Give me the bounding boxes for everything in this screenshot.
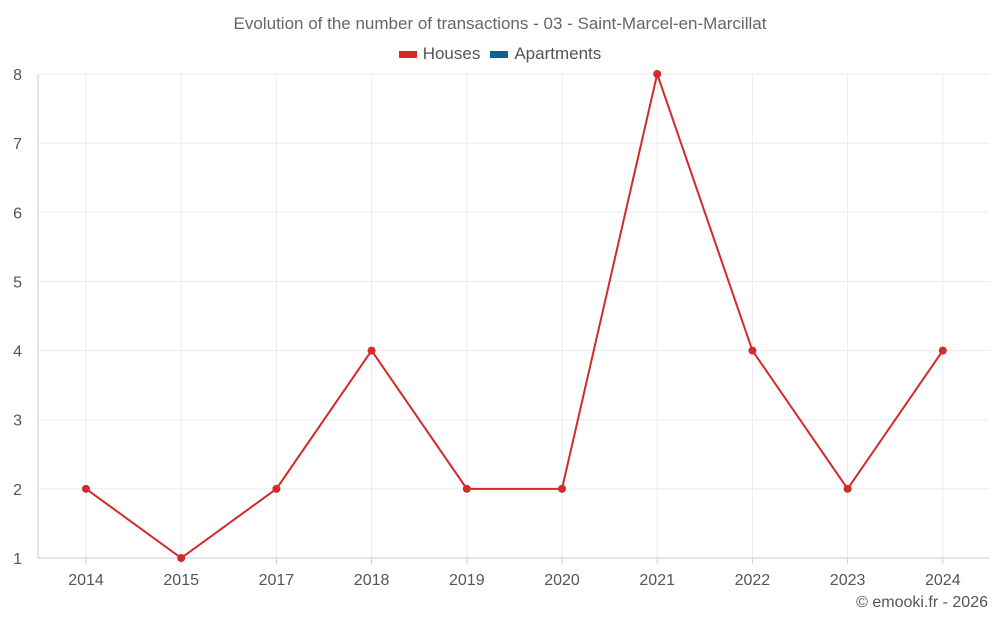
x-tick-label: 2024 bbox=[925, 572, 961, 589]
x-tick-label: 2019 bbox=[449, 572, 485, 589]
x-tick-label: 2017 bbox=[259, 572, 295, 589]
axes: 1 2 3 4 5 6 7 8 2014 2015 2017 2018 2019 2020 2021 2022… bbox=[13, 67, 990, 589]
x-tick-label: 2022 bbox=[735, 572, 771, 589]
legend: Houses Apartments bbox=[0, 44, 1000, 64]
data-point-houses bbox=[272, 484, 281, 493]
grid bbox=[38, 73, 990, 558]
data-point-houses bbox=[462, 484, 471, 493]
x-tick-label: 2018 bbox=[354, 572, 390, 589]
data-point-houses bbox=[843, 484, 852, 493]
series bbox=[82, 70, 947, 562]
x-tick-label: 2020 bbox=[544, 572, 580, 589]
legend-label-apartments: Apartments bbox=[514, 44, 602, 63]
series-line-houses bbox=[85, 70, 944, 560]
legend-item-houses[interactable]: Houses bbox=[398, 44, 481, 64]
y-tick-label: 1 bbox=[13, 551, 22, 568]
y-tick-label: 3 bbox=[13, 413, 22, 430]
x-tick-label: 2014 bbox=[68, 572, 104, 589]
data-point-houses bbox=[748, 346, 757, 355]
legend-item-apartments[interactable]: Apartments bbox=[490, 44, 601, 64]
x-tick-label: 2023 bbox=[830, 572, 866, 589]
data-point-houses bbox=[558, 484, 566, 493]
y-tick-label: 4 bbox=[13, 344, 22, 361]
credit-text: © emooki.fr - 2026 bbox=[856, 594, 988, 611]
data-point-houses bbox=[367, 346, 376, 355]
legend-swatch-houses bbox=[398, 50, 417, 58]
x-tick-label: 2021 bbox=[639, 572, 675, 589]
legend-swatch-apartments bbox=[490, 50, 509, 58]
y-tick-label: 7 bbox=[13, 136, 22, 153]
data-point-houses bbox=[938, 346, 947, 355]
legend-label-houses: Houses bbox=[422, 44, 481, 63]
y-tick-label: 6 bbox=[13, 205, 22, 222]
data-point-houses bbox=[82, 484, 90, 493]
chart-title: Evolution of the number of transactions … bbox=[233, 14, 767, 33]
y-tick-label: 8 bbox=[13, 67, 22, 84]
y-tick-label: 2 bbox=[13, 482, 22, 499]
x-tick-label: 2015 bbox=[163, 572, 199, 589]
data-point-houses bbox=[177, 554, 186, 562]
data-point-houses bbox=[653, 70, 662, 78]
y-tick-label: 5 bbox=[13, 274, 22, 291]
